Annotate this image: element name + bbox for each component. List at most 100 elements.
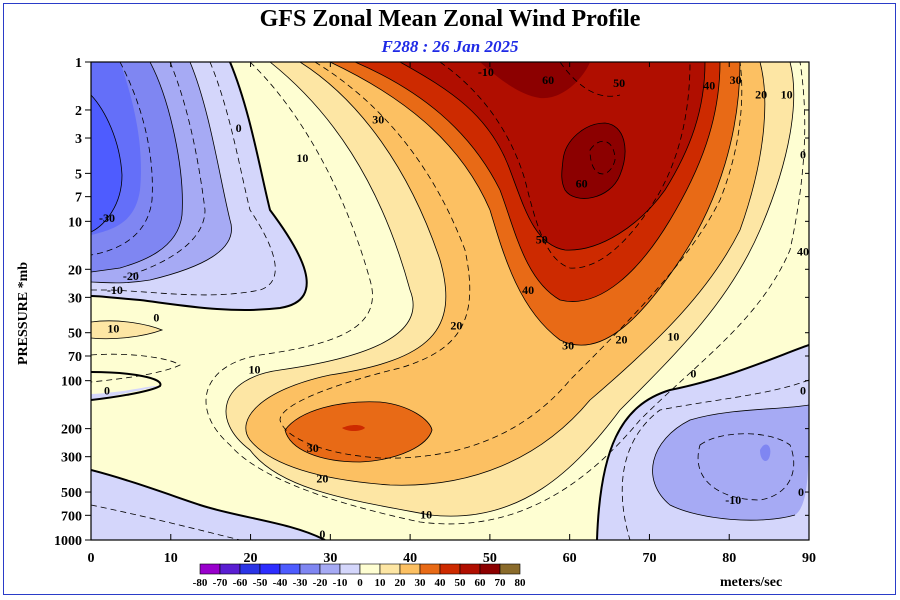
- y-tick-label: 3: [75, 132, 82, 147]
- x-tick-label: 80: [722, 551, 736, 566]
- contour-label: 60: [576, 177, 588, 191]
- contour-label: -10: [107, 283, 123, 297]
- colorbar-level-label: 0: [357, 577, 363, 589]
- colorbar-level-label: -10: [333, 577, 348, 589]
- contour-label: 0: [800, 147, 806, 161]
- contour-label: 10: [667, 330, 679, 344]
- x-tick-label: 60: [563, 551, 577, 566]
- x-tick-label: 30: [323, 551, 337, 566]
- colorbar-level-label: 80: [515, 577, 527, 589]
- contour-label: 0: [236, 121, 242, 135]
- contour-label: -10: [478, 65, 494, 79]
- contour-label: 40: [797, 245, 809, 259]
- contour-label: -20: [123, 269, 139, 283]
- x-tick-label: 20: [244, 551, 258, 566]
- band-50-60: [400, 62, 705, 251]
- x-tick-label: 90: [802, 551, 816, 566]
- y-tick-label: 50: [68, 327, 82, 342]
- y-tick-label: 7: [75, 191, 82, 206]
- colorbar-level-label: 60: [475, 577, 487, 589]
- colorbar-swatch: [239, 563, 261, 575]
- colorbar: -80 -70 -60 -50 -40 -30 -20 -10 0 10 20 30 40 50 60 70 8…: [193, 563, 782, 590]
- y-tick-label: 700: [61, 509, 82, 524]
- band-30-40-lower: [285, 401, 432, 462]
- contour-label: 60: [542, 73, 554, 87]
- chart-frame: [3, 3, 896, 595]
- colorbar-level-label: 30: [415, 577, 427, 589]
- colorbar-swatch: [359, 563, 381, 575]
- contour-label: 10: [781, 88, 793, 102]
- contour-label: 0: [690, 366, 696, 380]
- colorbar-level-label: -40: [273, 577, 288, 589]
- colorbar-swatch: [419, 563, 441, 575]
- colorbar-level-label: -60: [233, 577, 248, 589]
- x-tick-label: 70: [642, 551, 656, 566]
- y-tick-label: 10: [68, 215, 82, 230]
- wind-field: [91, 62, 809, 540]
- contour-label: 40: [522, 283, 534, 297]
- colorbar-swatch: [299, 563, 321, 575]
- contour-label: 50: [536, 232, 548, 246]
- colorbar-swatch: [439, 563, 461, 575]
- colorbar-swatch: [279, 563, 301, 575]
- chart-subtitle: F288 : 26 Jan 2025: [381, 37, 519, 56]
- band-60-70: [561, 123, 625, 199]
- x-tick-label: 0: [88, 551, 95, 566]
- y-tick-label: 1: [75, 56, 82, 71]
- y-tick-label: 2: [75, 104, 82, 119]
- band-neg-10-0-bottom-left: [91, 470, 325, 540]
- contour-label: 0: [800, 383, 806, 397]
- contour-label: 20: [616, 332, 628, 346]
- y-tick-label: 5: [75, 167, 82, 182]
- colorbar-units: meters/sec: [720, 575, 782, 590]
- contour-label: 40: [703, 78, 715, 92]
- colorbar-level-label: 50: [455, 577, 467, 589]
- colorbar-swatch: [319, 563, 341, 575]
- contour-label: 20: [755, 88, 767, 102]
- contour-label: 30: [307, 441, 319, 455]
- colorbar-level-label: 40: [435, 577, 447, 589]
- y-tick-label: 100: [61, 375, 82, 390]
- contour-label: 0: [798, 485, 804, 499]
- colorbar-swatch: [379, 563, 401, 575]
- x-tick-label: 10: [164, 551, 178, 566]
- y-tick-label: 20: [68, 263, 82, 278]
- colorbar-swatch: [399, 563, 421, 575]
- x-tick-label: 50: [483, 551, 497, 566]
- contour-label: 30: [372, 113, 384, 127]
- colorbar-swatch: [219, 563, 241, 575]
- y-tick-label: 30: [68, 291, 82, 306]
- colorbar-level-label: -70: [213, 577, 228, 589]
- colorbar-level-label: 70: [495, 577, 507, 589]
- colorbar-level-label: -80: [193, 577, 208, 589]
- contour-label: -30: [99, 211, 115, 225]
- colorbar-swatch: [459, 563, 481, 575]
- contour-label: 10: [420, 507, 432, 521]
- contour-label: 0: [319, 527, 325, 541]
- y-tick-label: 1000: [54, 534, 82, 549]
- contour-label: 20: [450, 318, 462, 332]
- colorbar-swatch: [199, 563, 221, 575]
- plot-frame: [90, 61, 810, 541]
- x-axis-ticks: 0 10 20 30 40 50 60 70 80 90: [88, 62, 816, 566]
- contour-label: 0: [104, 383, 110, 397]
- colorbar-swatch: [479, 563, 501, 575]
- contour-label: 50: [613, 76, 625, 90]
- y-tick-label: 70: [68, 350, 82, 365]
- contour-label: 0: [153, 310, 159, 324]
- colorbar-level-label: -30: [293, 577, 308, 589]
- contour-label: 20: [316, 471, 328, 485]
- y-tick-label: 300: [61, 451, 82, 466]
- contour-label: 10: [296, 151, 308, 165]
- colorbar-level-label: 10: [375, 577, 387, 589]
- y-tick-label: 500: [61, 486, 82, 501]
- contour-lines: [91, 62, 809, 540]
- contour-label: 30: [730, 73, 742, 87]
- chart-title: GFS Zonal Mean Zonal Wind Profile: [259, 6, 641, 32]
- colorbar-swatch: [259, 563, 281, 575]
- y-tick-label: 200: [61, 423, 82, 438]
- colorbar-level-label: -50: [253, 577, 268, 589]
